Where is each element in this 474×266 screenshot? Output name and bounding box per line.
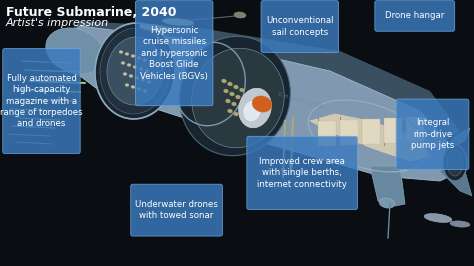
Ellipse shape [141,78,145,81]
Ellipse shape [180,36,291,156]
Polygon shape [55,21,460,151]
FancyBboxPatch shape [375,1,455,31]
Ellipse shape [234,85,238,89]
Polygon shape [440,166,472,196]
Ellipse shape [242,98,246,102]
Ellipse shape [131,85,135,89]
Ellipse shape [137,56,141,60]
Ellipse shape [237,105,243,109]
Ellipse shape [450,221,470,227]
Ellipse shape [129,74,133,77]
Text: Artist's impression: Artist's impression [6,18,109,28]
Ellipse shape [224,89,228,93]
Bar [384,118,402,143]
Ellipse shape [127,64,131,66]
Ellipse shape [247,101,253,105]
Ellipse shape [221,79,227,83]
FancyBboxPatch shape [261,1,338,53]
Ellipse shape [46,28,104,74]
Ellipse shape [239,115,245,119]
Ellipse shape [244,101,260,121]
Ellipse shape [137,88,141,90]
Bar [406,117,424,142]
Ellipse shape [123,73,127,76]
Text: Improved crew area
with single berths,
internet connectivity: Improved crew area with single berths, i… [257,157,347,189]
Ellipse shape [252,96,272,112]
Ellipse shape [236,95,240,99]
Ellipse shape [121,61,125,64]
Ellipse shape [234,12,246,18]
Ellipse shape [244,108,248,112]
FancyBboxPatch shape [3,48,80,154]
Polygon shape [445,128,470,151]
Ellipse shape [228,82,232,86]
Ellipse shape [100,28,170,114]
FancyBboxPatch shape [136,1,213,106]
Bar [362,119,380,144]
Polygon shape [55,26,460,181]
Ellipse shape [162,18,194,26]
Bar [340,120,358,145]
Ellipse shape [131,55,135,57]
FancyBboxPatch shape [396,99,469,170]
Ellipse shape [239,88,271,128]
Ellipse shape [145,69,149,73]
Polygon shape [310,114,430,161]
Polygon shape [289,163,293,176]
Ellipse shape [139,68,143,70]
Text: Future Submarine, 2040: Future Submarine, 2040 [6,6,176,19]
Ellipse shape [231,102,237,106]
Ellipse shape [125,52,129,56]
Ellipse shape [249,111,255,115]
Polygon shape [370,166,405,206]
Ellipse shape [125,84,129,86]
Ellipse shape [135,77,139,80]
Text: Unconventional
sail concepts: Unconventional sail concepts [266,16,334,37]
Ellipse shape [379,198,395,208]
Ellipse shape [447,150,463,176]
Polygon shape [281,168,285,181]
Ellipse shape [424,214,452,222]
Ellipse shape [228,109,232,113]
Ellipse shape [133,65,137,69]
Text: Integral
rim-drive
pump jets: Integral rim-drive pump jets [411,118,454,150]
FancyBboxPatch shape [131,184,222,236]
Ellipse shape [226,99,230,103]
Ellipse shape [139,24,171,32]
Ellipse shape [443,145,467,181]
Text: Drone hangar: Drone hangar [385,11,444,20]
Ellipse shape [191,48,284,148]
Ellipse shape [143,59,147,61]
Ellipse shape [229,92,235,96]
Ellipse shape [147,81,151,84]
Ellipse shape [95,23,175,119]
Bar [318,121,336,146]
Text: © H I Sutton, 2020: © H I Sutton, 2020 [277,92,323,109]
Ellipse shape [234,112,238,116]
Ellipse shape [239,88,245,92]
Text: Underwater drones
with towed sonar: Underwater drones with towed sonar [135,200,218,220]
Text: Fully automated
high-capacity
magazine with a
range of torpedoes
and drones: Fully automated high-capacity magazine w… [0,74,83,128]
Ellipse shape [119,51,123,53]
Ellipse shape [246,118,250,122]
FancyBboxPatch shape [247,136,357,210]
Ellipse shape [107,37,163,105]
Ellipse shape [143,89,147,93]
Text: Hypersonic
cruise missiles
and hypersonic
Boost Glide
Vehicles (BGVs): Hypersonic cruise missiles and hypersoni… [140,26,208,81]
